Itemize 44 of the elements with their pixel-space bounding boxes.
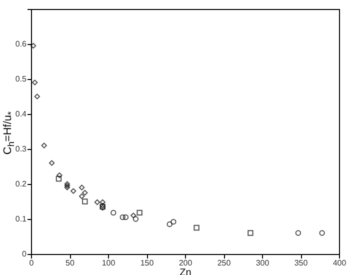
point (78, 184, 85, 190)
x-tick-label: 300 (256, 258, 270, 268)
point (248, 230, 254, 236)
point (100, 199, 106, 206)
x-tick-label: 150 (140, 258, 154, 268)
point (120, 214, 126, 220)
point (94, 199, 100, 206)
point (64, 181, 70, 187)
point (32, 80, 38, 86)
x-tick-label: 250 (217, 258, 232, 268)
x-tick-label: 0 (29, 258, 34, 268)
point (82, 198, 88, 204)
point (78, 193, 85, 200)
point (34, 94, 40, 100)
x-tick-label: 350 (294, 258, 308, 268)
point (70, 188, 76, 194)
point (41, 142, 47, 148)
point (64, 182, 70, 189)
y-tick-label: 0.1 (15, 214, 28, 224)
point (48, 160, 55, 166)
point (295, 230, 302, 236)
y-tick-label: 0.4 (15, 110, 28, 118)
x-tick-label: 400 (332, 258, 347, 268)
point (170, 218, 176, 225)
point (319, 230, 325, 236)
y-tick-label: 0.3 (15, 144, 28, 154)
x-tick-label: 50 (66, 258, 75, 268)
point (194, 224, 200, 231)
point (166, 221, 172, 228)
point (136, 210, 142, 216)
y-tick-label: 0.5 (15, 74, 28, 84)
y-tick-label: 0 (22, 250, 28, 258)
x-tick-label: 200 (178, 258, 193, 268)
x-tick-label: 100 (102, 258, 116, 268)
point (132, 216, 139, 222)
point (56, 172, 62, 178)
point (56, 176, 62, 182)
point (82, 190, 88, 196)
y-tick-label: 0.2 (15, 180, 28, 188)
point (122, 214, 129, 220)
point (130, 212, 136, 218)
point (64, 184, 70, 190)
y-tick-label: 0.6 (15, 40, 28, 48)
point (110, 210, 116, 216)
